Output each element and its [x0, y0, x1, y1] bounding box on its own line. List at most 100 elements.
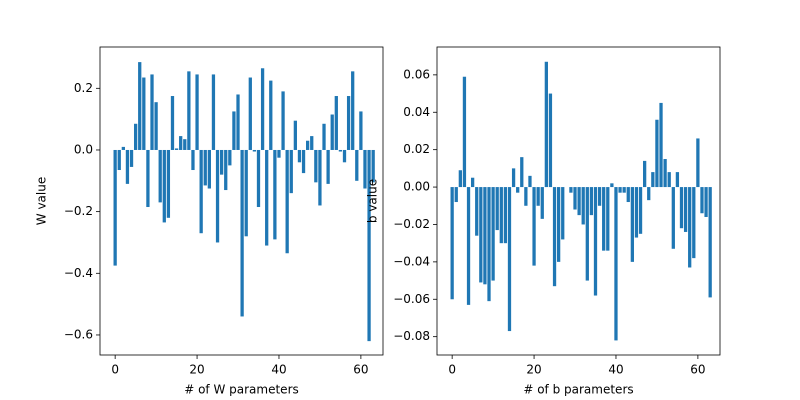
bar: [589, 187, 594, 216]
bar: [561, 187, 565, 240]
bar: [548, 93, 553, 188]
y-tick-label: −0.04: [393, 254, 430, 268]
bar: [346, 96, 351, 150]
bar: [248, 77, 252, 150]
y-tick-label: 0.04: [403, 105, 430, 119]
bar: [503, 187, 508, 244]
bar: [692, 187, 696, 259]
axes-frame: [436, 46, 721, 356]
bar: [211, 74, 216, 150]
y-tick-label: −0.4: [64, 266, 93, 280]
bar: [256, 149, 261, 208]
bar: [359, 111, 363, 150]
bar: [552, 187, 557, 287]
bar: [655, 119, 659, 188]
y-tick-label: −0.6: [64, 327, 93, 341]
bar: [528, 175, 532, 188]
bar: [622, 187, 626, 193]
bar: [281, 91, 285, 150]
bar: [301, 149, 306, 174]
bar: [318, 149, 322, 206]
y-tick-label: −0.02: [393, 217, 430, 231]
bar: [228, 149, 232, 166]
bar: [236, 94, 240, 150]
bar: [260, 68, 265, 150]
bar: [330, 114, 334, 150]
bar: [643, 160, 647, 188]
bar: [462, 76, 467, 188]
bar: [314, 149, 318, 183]
bar: [466, 187, 471, 305]
bar: [338, 149, 343, 152]
bar: [454, 187, 458, 203]
bar: [269, 80, 273, 150]
bar: [602, 187, 606, 251]
bar: [117, 149, 121, 171]
bar: [207, 149, 211, 189]
bar: [491, 187, 495, 281]
bar: [265, 149, 269, 246]
bar: [479, 187, 483, 283]
bar: [659, 102, 663, 188]
bar: [651, 172, 655, 188]
bar: [363, 149, 367, 189]
y-tick-label: 0.06: [403, 67, 430, 81]
bar: [203, 149, 207, 186]
y-tick-label: −0.2: [64, 204, 93, 218]
bar: [215, 149, 220, 243]
bar: [183, 139, 187, 150]
bar: [704, 187, 708, 217]
bar: [170, 96, 175, 150]
bar: [219, 149, 224, 175]
bar: [224, 149, 228, 191]
bar: [310, 136, 314, 150]
bar: [647, 187, 651, 201]
bar: [634, 187, 639, 238]
bar: [199, 149, 203, 234]
bar: [342, 149, 347, 163]
bar: [150, 74, 154, 150]
bar: [142, 77, 146, 150]
bar: [252, 149, 257, 152]
bar: [367, 149, 371, 342]
bar: [138, 62, 142, 150]
bar: [240, 149, 244, 317]
bar: [638, 187, 643, 234]
bar: [244, 149, 248, 237]
bar: [487, 187, 491, 302]
bar: [593, 187, 598, 296]
bar: [179, 136, 183, 150]
bar: [679, 187, 684, 229]
bar: [544, 61, 548, 188]
y-tick-label: 0.0: [74, 142, 93, 156]
bar: [696, 138, 700, 188]
bar: [470, 177, 475, 188]
bar: [450, 187, 454, 300]
bar: [499, 187, 503, 244]
bar: [174, 148, 179, 150]
bar: [297, 149, 302, 163]
bar: [154, 102, 158, 150]
bar: [606, 187, 610, 251]
bar: [597, 187, 602, 206]
bar: [293, 120, 297, 150]
bar: [285, 149, 289, 254]
bar: [507, 187, 512, 332]
bar: [675, 172, 680, 188]
bar: [495, 187, 499, 231]
bar: [700, 187, 704, 214]
bar: [322, 123, 326, 150]
bar: [520, 157, 524, 188]
bar: [133, 123, 138, 150]
bar: [516, 187, 520, 193]
bar: [569, 187, 573, 193]
bar: [195, 74, 199, 150]
bar: [688, 187, 692, 268]
y-tick-label: 0.00: [403, 180, 430, 194]
bar: [273, 149, 277, 240]
bar: [475, 187, 479, 236]
bar: [289, 149, 293, 194]
bar: [581, 187, 585, 225]
bar: [326, 149, 330, 184]
